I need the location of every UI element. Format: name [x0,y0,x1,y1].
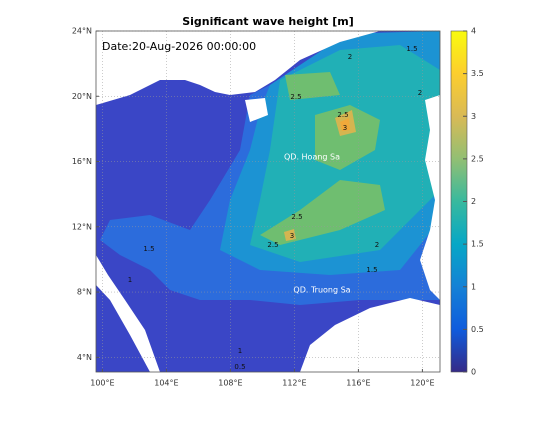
place-label: QD. Truong Sa [293,286,350,295]
place-label: QD. Hoang Sa [284,153,340,162]
colorbar-tick-label: 2 [471,197,476,206]
contour-label: 2 [348,53,352,61]
x-tick-label: 112°E [282,379,306,388]
contour-label: 2.5 [337,111,348,119]
land [300,298,440,372]
wave-field [96,31,440,372]
contour-label: 1 [128,276,132,284]
colorbar-tick-label: 1.5 [471,240,484,249]
y-tick-label: 4°N [77,353,92,362]
land [96,31,380,105]
contour-label: 3 [343,124,347,132]
contour-label: 2.5 [267,241,278,249]
contour-label: 3 [290,232,294,240]
date-label: Date:20-Aug-2026 00:00:00 [102,40,256,53]
contour-label: 2.5 [290,93,301,101]
colorbar-tick-label: 4 [471,27,476,36]
map-frame [95,30,441,373]
x-tick-label: 116°E [346,379,370,388]
y-tick-label: 16°N [72,157,92,166]
contour-label: 0.5 [234,363,245,371]
contour-label: 1.5 [406,45,417,53]
x-tick-label: 104°E [154,379,178,388]
contour-label: 1.5 [143,245,154,253]
land [96,255,160,372]
y-tick-label: 20°N [72,92,92,101]
level-2-5 [260,72,385,245]
land [420,95,440,300]
contour-label: 2 [375,241,379,249]
contour-label: 1 [238,347,242,355]
level-3-5 [340,118,350,131]
contour-label: 1.5 [366,266,377,274]
map-title: Significant wave height [m] [182,15,354,28]
colorbar-tick-label: 1 [471,282,476,291]
y-tick-label: 8°N [77,288,92,297]
colorbar-tick-label: 2.5 [471,154,484,163]
y-tick-label: 12°N [72,222,92,231]
y-tick-label: 24°N [72,27,92,36]
contour-label: 2.5 [291,213,302,221]
colorbar-tick-label: 0 [471,368,476,377]
contour-label: 2 [418,89,422,97]
colorbar-tick-label: 3.5 [471,69,484,78]
colorbar-tick-label: 3 [471,112,476,121]
x-tick-label: 108°E [218,379,242,388]
x-tick-label: 100°E [90,379,114,388]
land [245,98,268,122]
colorbar-tick-label: 0.5 [471,325,484,334]
x-tick-label: 120°E [410,379,434,388]
